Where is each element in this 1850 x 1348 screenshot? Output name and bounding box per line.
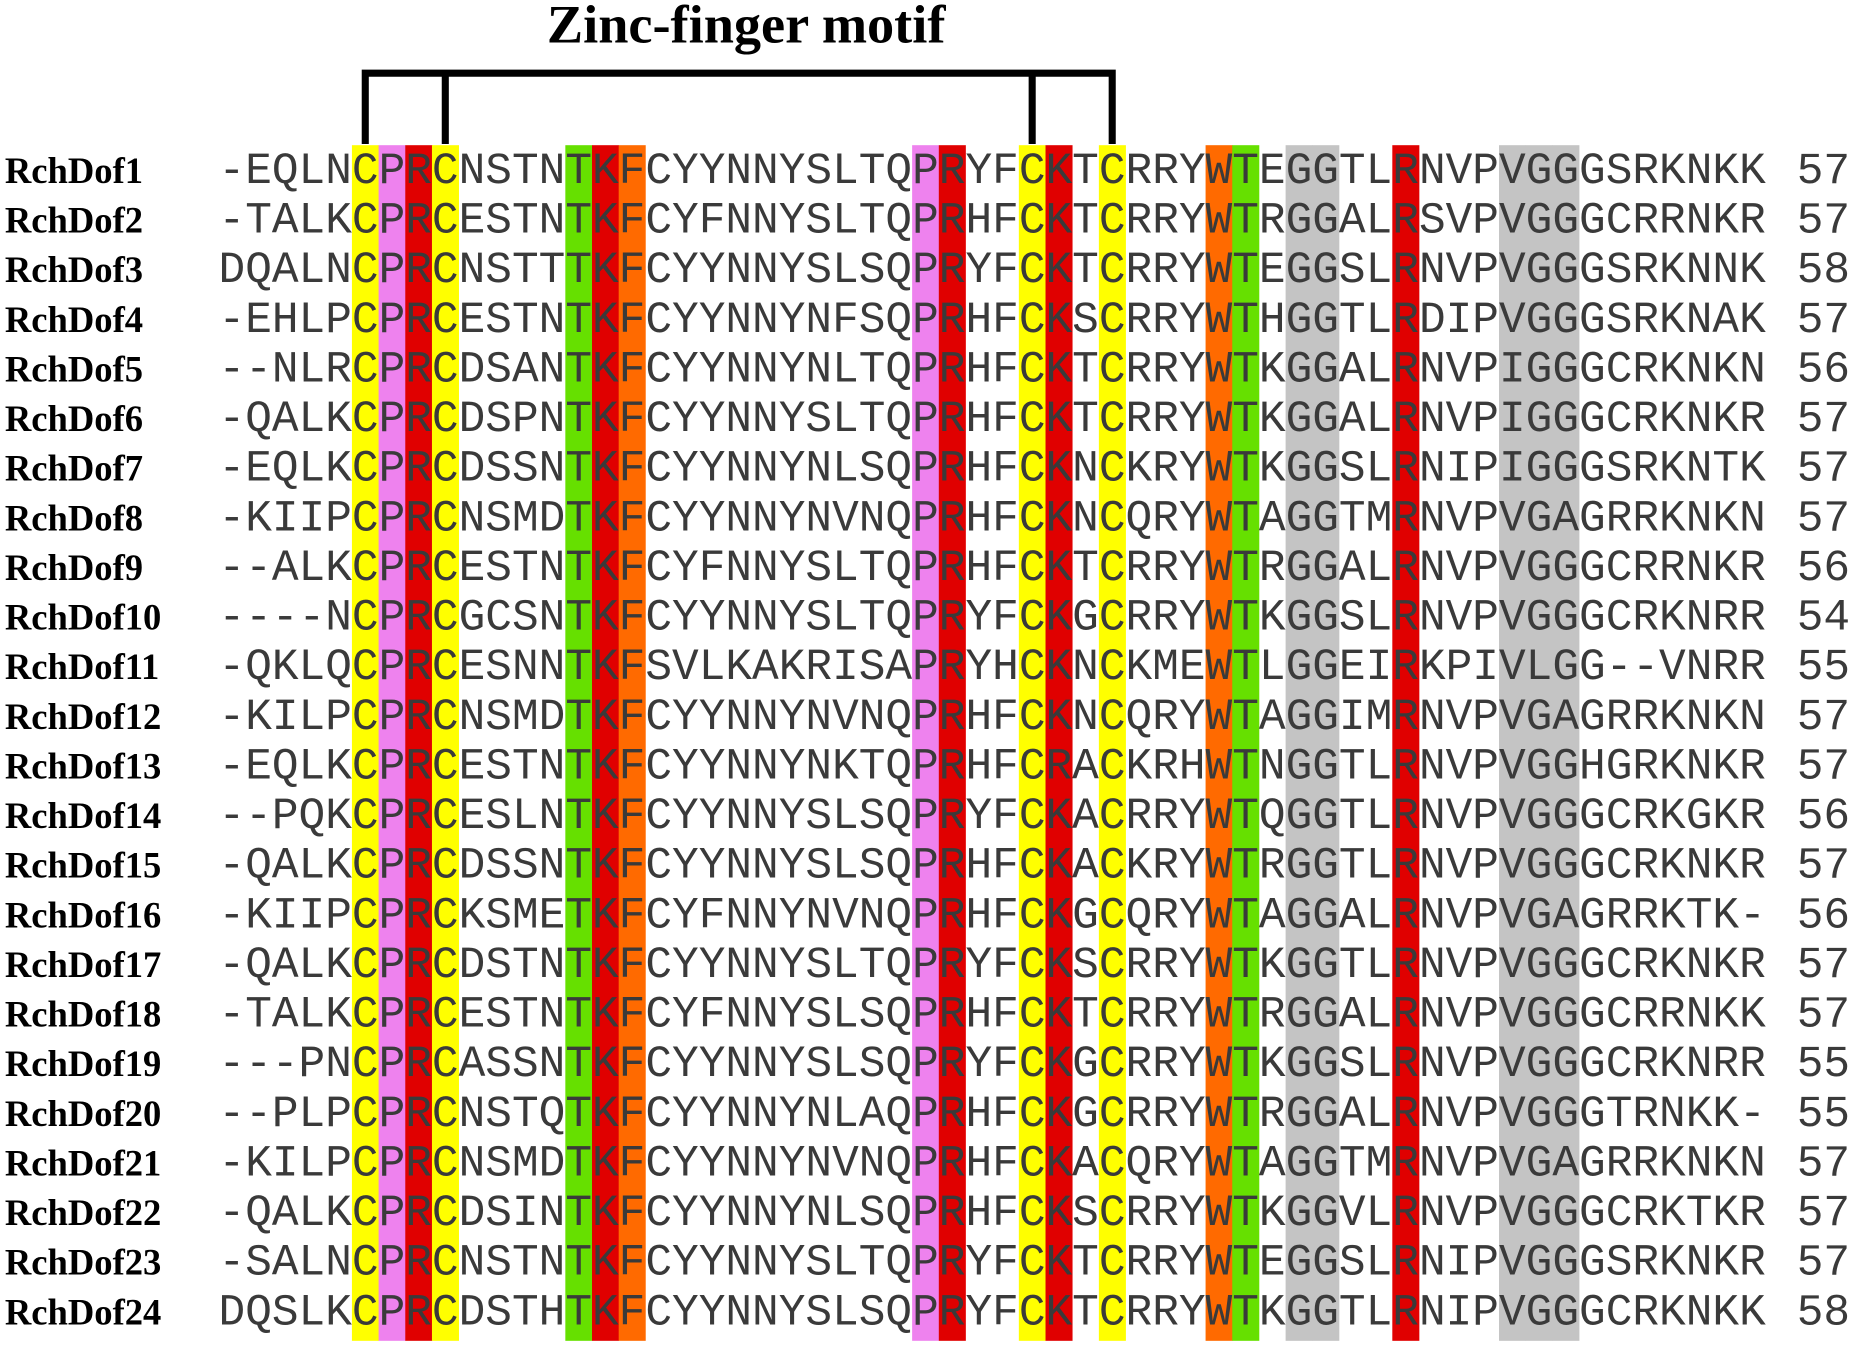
sequence-length: 56: [1797, 544, 1850, 594]
sequence: --PLPCPRCNSTQTKFCYYNNYNLAQPRHFCKGCRRYWTR…: [219, 1090, 1766, 1140]
column-highlight: [1392, 145, 1420, 1341]
column-highlight: [1098, 145, 1126, 1341]
column-highlight: [378, 145, 406, 1341]
sequence: -EQLNCPRCNSTNTKFCYYNNYSLTQPRYFCKTCRRYWTE…: [219, 147, 1767, 197]
sequence-length: 57: [1797, 1239, 1850, 1289]
sequence-name: RchDof2: [5, 200, 143, 241]
sequence-name: RchDof1: [5, 150, 143, 191]
sequence-length: 58: [1797, 246, 1850, 296]
sequence-name: RchDof21: [5, 1142, 161, 1183]
motif-bracket: [361, 69, 1116, 145]
sequence: -EQLKCPRCESTNTKFCYYNNYNKTQPRHFCRACKRHWTN…: [219, 742, 1766, 792]
sequence-length: 57: [1797, 296, 1850, 346]
sequence-name: RchDof6: [5, 398, 143, 439]
sequence-name: RchDof8: [5, 497, 143, 538]
sequence: -EHLPCPRCESTNTKFCYYNNYNFSQPRHFCKSCRRYWTH…: [219, 296, 1767, 346]
sequence-length: 55: [1797, 1090, 1850, 1140]
alignment-rows: RchDof1 -EQLNCPRCNSTNTKFCYYNNYSLTQPRYFCKT…: [5, 147, 1850, 1338]
sequence: -TALKCPRCESTNTKFCYFNNYSLTQPRHFCKTCRRYWTR…: [219, 197, 1766, 247]
sequence: -KIIPCPRCKSMETKFCYFNNYNVNQPRHFCKGCQRYWTA…: [219, 891, 1766, 941]
column-highlight: [1045, 145, 1073, 1341]
sequence-length: 57: [1797, 494, 1850, 544]
sequence: -QALKCPRCDSSNTKFCYYNNYSLSQPRHFCKACKRYWTR…: [219, 842, 1766, 892]
sequence-name: RchDof5: [5, 348, 143, 389]
sequence: -EQLKCPRCDSSNTKFCYYNNYNLSQPRHFCKNCKRYWTK…: [219, 445, 1767, 495]
column-highlight: [912, 145, 940, 1341]
column-highlight: [1285, 145, 1313, 1341]
sequence: -QALKCPRCDSPNTKFCYYNNYSLTQPRHFCKTCRRYWTK…: [219, 395, 1766, 445]
sequence-name: RchDof11: [5, 646, 159, 687]
sequence-length: 55: [1797, 1040, 1850, 1090]
sequence-name: RchDof22: [5, 1192, 161, 1233]
sequence: -QALKCPRCDSTNTKFCYYNNYSLTQPRYFCKSCRRYWTK…: [219, 941, 1766, 991]
sequence: DQSLKCPRCDSTHTKFCYYNNYSLSQPRYFCKTCRRYWTK…: [219, 1288, 1767, 1338]
sequence-name: RchDof19: [5, 1043, 161, 1084]
sequence-name: RchDof10: [5, 597, 161, 638]
sequence: -TALKCPRCESTNTKFCYFNNYSLSQPRHFCKTCRRYWTR…: [219, 991, 1767, 1041]
sequence-name: RchDof4: [5, 299, 143, 340]
sequence-length: 57: [1797, 1189, 1850, 1239]
sequence: -QALKCPRCDSINTKFCYYNNYNLSQPRHFCKSCRRYWTK…: [219, 1189, 1766, 1239]
sequence-length: 57: [1797, 197, 1850, 247]
sequence: DQALNCPRCNSTTTKFCYYNNYSLSQPRYFCKTCRRYWTE…: [219, 246, 1767, 296]
sequence-name: RchDof13: [5, 745, 161, 786]
sequence-length: 57: [1797, 693, 1850, 743]
sequence-name: RchDof16: [5, 894, 161, 935]
column-highlight: [1232, 145, 1260, 1341]
sequence-length: 57: [1797, 1139, 1850, 1189]
column-highlight: [1018, 145, 1046, 1341]
sequence: -KILPCPRCNSMDTKFCYYNNYNVNQPRHFCKNCQRYWTA…: [219, 693, 1766, 743]
column-highlight: [351, 145, 379, 1341]
sequence: --ALKCPRCESTNTKFCYFNNYSLTQPRHFCKTCRRYWTR…: [219, 544, 1766, 594]
sequence-length: 56: [1797, 891, 1850, 941]
sequence: --NLRCPRCDSANTKFCYYNNYNLTQPRHFCKTCRRYWTK…: [219, 345, 1766, 395]
column-highlight: [1525, 145, 1553, 1341]
bracket-line: [361, 69, 1116, 145]
sequence: -SALNCPRCNSTNTKFCYYNNYSLTQPRYFCKTCRRYWTE…: [219, 1239, 1766, 1289]
column-highlight: [431, 145, 459, 1341]
sequence-name: RchDof20: [5, 1093, 161, 1134]
sequence-length: 56: [1797, 792, 1850, 842]
sequence-length: 57: [1797, 941, 1850, 991]
column-highlight: [1205, 145, 1233, 1341]
sequence-name: RchDof17: [5, 944, 161, 985]
column-highlight: [405, 145, 433, 1341]
sequence: -QKLQCPRCESNNTKFSVLKAKRISAPRYHCKNCKMEWTL…: [219, 643, 1766, 693]
sequence: -KIIPCPRCNSMDTKFCYYNNYNVNQPRHFCKNCQRYWTA…: [219, 494, 1766, 544]
highlight-bands: [351, 145, 1580, 1341]
sequence-name: RchDof23: [5, 1242, 161, 1283]
sequence: ---PNCPRCASSNTKFCYYNNYSLSQPRYFCKGCRRYWTK…: [219, 1040, 1766, 1090]
sequence-name: RchDof24: [5, 1291, 161, 1332]
sequence-length: 58: [1797, 1288, 1850, 1338]
motif-title: Zinc-finger motif: [547, 0, 946, 54]
column-highlight: [938, 145, 966, 1341]
column-highlight: [618, 145, 646, 1341]
sequence-length: 54: [1797, 594, 1850, 644]
sequence-length: 55: [1797, 643, 1850, 693]
sequence-name: RchDof3: [5, 249, 143, 290]
sequence-length: 57: [1797, 991, 1850, 1041]
sequence-length: 57: [1797, 395, 1850, 445]
sequence-name: RchDof18: [5, 994, 161, 1035]
sequence-length: 56: [1797, 345, 1850, 395]
sequence-name: RchDof9: [5, 547, 143, 588]
sequence: --PQKCPRCESLNTKFCYYNNYSLSQPRYFCKACRRYWTQ…: [219, 792, 1766, 842]
sequence-name: RchDof15: [5, 845, 161, 886]
column-highlight: [1312, 145, 1340, 1341]
sequence: -KILPCPRCNSMDTKFCYYNNYNVNQPRHFCKACQRYWTA…: [219, 1139, 1766, 1189]
sequence-length: 57: [1797, 147, 1850, 197]
sequence-name: RchDof7: [5, 448, 143, 489]
column-highlight: [1499, 145, 1527, 1341]
sequence-name: RchDof12: [5, 696, 161, 737]
sequence-length: 57: [1797, 445, 1850, 495]
sequence: ----NCPRCGCSNTKFCYYNNYSLTQPRYFCKGCRRYWTK…: [219, 594, 1766, 644]
sequence-length: 57: [1797, 842, 1850, 892]
column-highlight: [565, 145, 593, 1341]
column-highlight: [1552, 145, 1580, 1341]
sequence-length: 57: [1797, 742, 1850, 792]
column-highlight: [592, 145, 620, 1341]
sequence-name: RchDof14: [5, 795, 161, 836]
